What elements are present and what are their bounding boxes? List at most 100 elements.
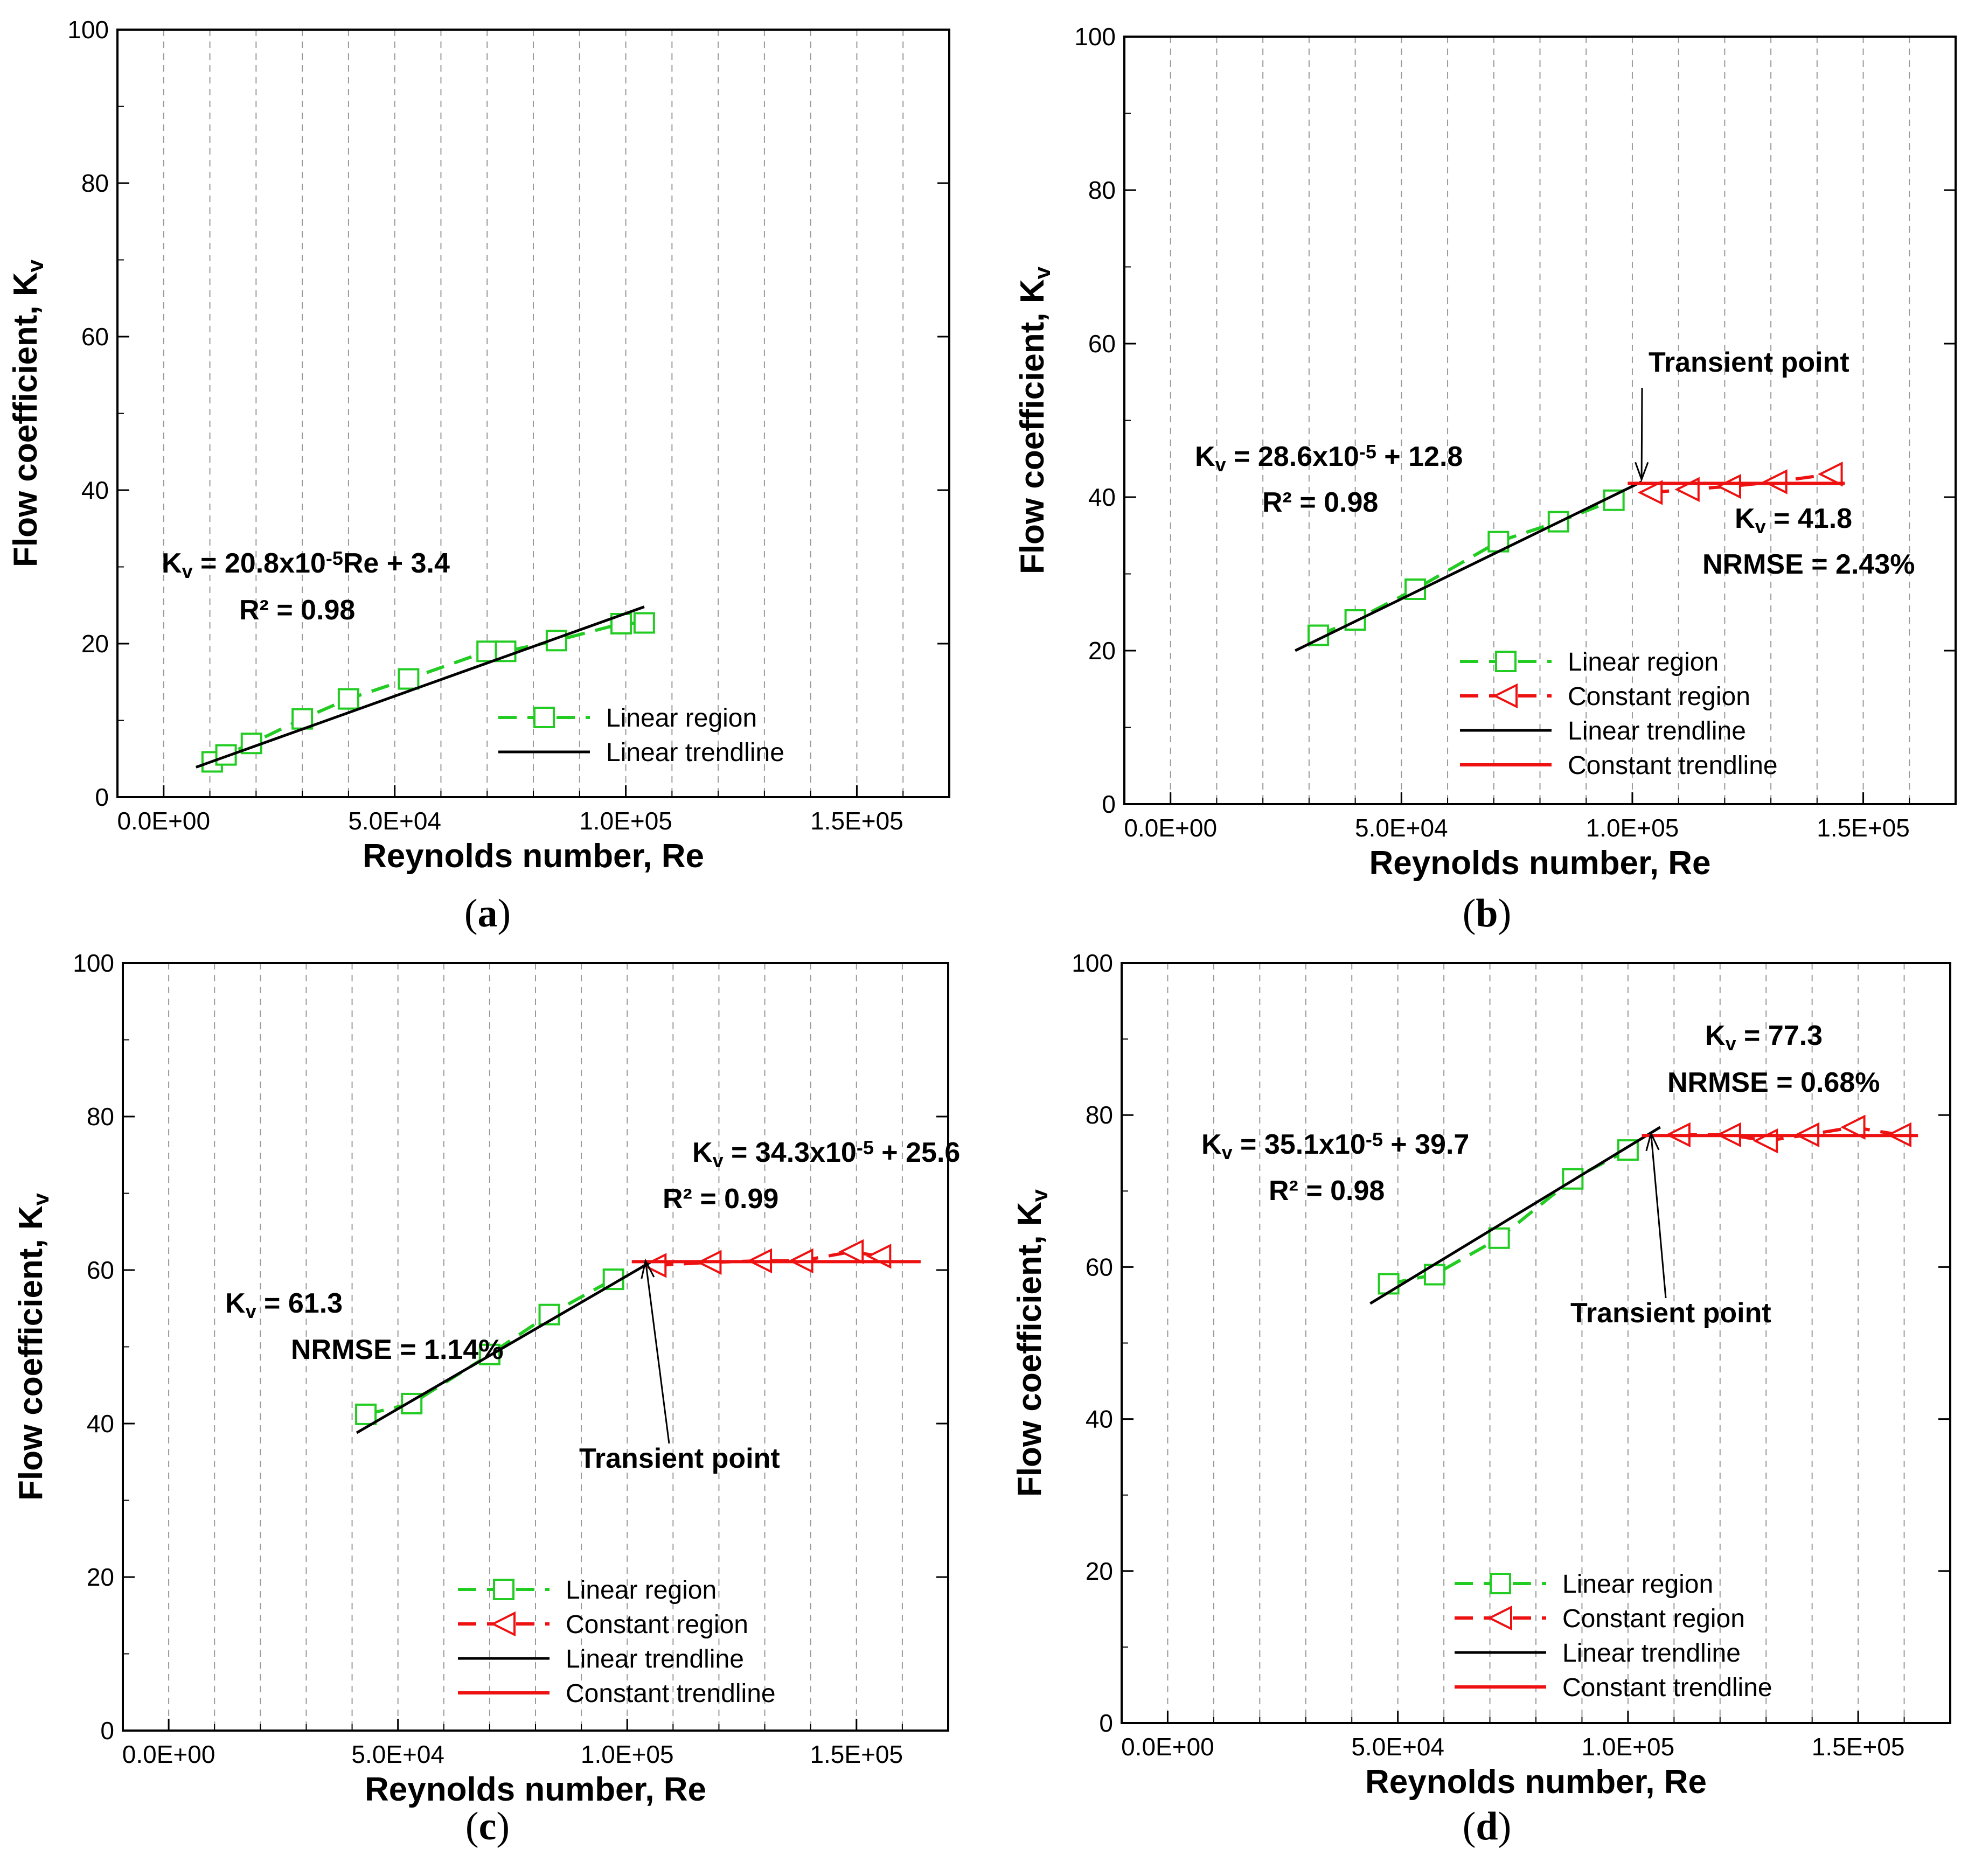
annotation: Kv = 61.3 bbox=[225, 1288, 343, 1322]
y-axis-label: Flow coefficient, Kv bbox=[7, 259, 48, 567]
y-tick-label: 100 bbox=[1074, 23, 1116, 51]
annotation-run: R² = 0.98 bbox=[1269, 1175, 1385, 1207]
legend-label: Constant region bbox=[1562, 1605, 1745, 1633]
data-point bbox=[633, 612, 655, 634]
x-tick-label: 1.5E+05 bbox=[1817, 814, 1910, 842]
annotation: Kv = 77.3 bbox=[1705, 1020, 1823, 1055]
series-linear-trendline bbox=[1369, 1126, 1661, 1305]
legend-label: Linear region bbox=[1562, 1570, 1713, 1599]
annotation-run: K bbox=[1201, 1129, 1222, 1160]
y-axis-label: Flow coefficient, Kv bbox=[12, 1192, 53, 1501]
annotation-run: = 20.8x10 bbox=[193, 548, 326, 579]
x-tick-label: 5.0E+04 bbox=[1355, 814, 1448, 842]
y-tick-label: 80 bbox=[87, 1103, 114, 1131]
panel-caption: (a) bbox=[464, 891, 511, 936]
annotation-run: K bbox=[162, 548, 182, 579]
caption-paren: ) bbox=[496, 1804, 510, 1849]
annotation-run: v bbox=[1222, 1141, 1233, 1163]
caption-letter: a bbox=[478, 891, 498, 936]
annotation-run: K bbox=[1195, 441, 1215, 472]
transient-arrow-head bbox=[1645, 1131, 1660, 1152]
annotation-run: v bbox=[1215, 454, 1226, 476]
annotation-run: NRMSE = 2.43% bbox=[1702, 549, 1915, 580]
chart-panel-b: 0 20 40 60 80 100 0.0E+00 5.0E+04 1.0E+05 1.5E+05… bbox=[1014, 23, 1957, 936]
y-axis-label-sub: v bbox=[1027, 1189, 1052, 1202]
legend-marker bbox=[1490, 1573, 1511, 1594]
legend-label: Linear trendline bbox=[566, 1645, 744, 1673]
x-tick-label: 1.0E+05 bbox=[581, 1740, 674, 1768]
y-axis-label-main: Flow coefficient, K bbox=[1011, 1202, 1048, 1497]
annotation: Kv = 41.8 bbox=[1735, 503, 1852, 538]
y-tick-label: 20 bbox=[81, 630, 109, 658]
legend-marker bbox=[490, 1611, 516, 1637]
legend-label: Linear trendline bbox=[606, 738, 784, 767]
legend: Linear region Constant region Linear trend… bbox=[1460, 648, 1778, 780]
data-point bbox=[1818, 462, 1843, 487]
panel-caption: (b) bbox=[1463, 891, 1511, 936]
annotation-run: Re + 3.4 bbox=[343, 548, 450, 579]
annotation-run: K bbox=[225, 1288, 246, 1319]
caption-paren: ) bbox=[498, 891, 511, 936]
transient-arrow-head bbox=[1635, 462, 1649, 482]
x-axis-label: Reynolds number, Re bbox=[365, 1771, 706, 1808]
legend-label: Linear trendline bbox=[1562, 1639, 1741, 1668]
y-tick-label: 0 bbox=[100, 1717, 114, 1745]
y-axis-label: Flow coefficient, Kv bbox=[1014, 266, 1055, 574]
caption-paren: ) bbox=[1498, 1804, 1512, 1849]
series-linear-region bbox=[355, 1268, 624, 1425]
annotation: Kv = 20.8x10-5Re + 3.4 bbox=[162, 547, 450, 582]
annotation-run: K bbox=[1705, 1020, 1726, 1051]
annotation-run: v bbox=[182, 560, 193, 582]
caption-letter: b bbox=[1476, 891, 1498, 936]
caption-paren: ) bbox=[1498, 891, 1512, 936]
annotation: NRMSE = 1.14% bbox=[291, 1334, 504, 1365]
annotation-run: -5 bbox=[1359, 441, 1376, 463]
legend-label: Constant trendline bbox=[1568, 751, 1778, 780]
x-tick-label: 1.0E+05 bbox=[1586, 814, 1679, 842]
series-line bbox=[356, 1261, 651, 1434]
legend-label: Constant region bbox=[1568, 682, 1750, 711]
y-axis-label-main: Flow coefficient, K bbox=[1014, 279, 1051, 574]
annotation-run: K bbox=[692, 1137, 713, 1168]
x-tick-label: 5.0E+04 bbox=[1351, 1733, 1444, 1761]
legend: Linear region Linear trendline bbox=[498, 704, 784, 767]
x-axis-label: Reynolds number, Re bbox=[1369, 845, 1711, 882]
panel-caption: (d) bbox=[1463, 1804, 1511, 1849]
series-linear-trendline bbox=[1295, 480, 1643, 652]
data-point bbox=[1637, 480, 1663, 505]
y-tick-label: 20 bbox=[1088, 637, 1116, 665]
legend: Linear region Constant region Linear trend… bbox=[1455, 1570, 1772, 1702]
y-axis-label-sub: v bbox=[1030, 266, 1055, 279]
y-axis-label-main: Flow coefficient, K bbox=[7, 272, 44, 567]
legend-marker bbox=[533, 707, 555, 728]
y-tick-label: 80 bbox=[81, 169, 109, 197]
y-tick-label: 40 bbox=[87, 1410, 114, 1438]
annotation-run: = 41.8 bbox=[1766, 503, 1852, 534]
x-tick-label: 5.0E+04 bbox=[348, 807, 441, 835]
annotation: R² = 0.99 bbox=[663, 1183, 778, 1215]
caption-paren: ( bbox=[465, 1804, 479, 1849]
data-point bbox=[1488, 1227, 1510, 1249]
legend-label: Linear region bbox=[566, 1576, 717, 1605]
legend: Linear region Constant region Linear trend… bbox=[458, 1576, 776, 1708]
legend-marker bbox=[1487, 1605, 1512, 1631]
chart-panel-c: 0 20 40 60 80 100 0.0E+00 5.0E+04 1.0E+05 1.5E+05… bbox=[12, 949, 960, 1849]
chart-panel-d: 0 20 40 60 80 100 0.0E+00 5.0E+04 1.0E+05 1.5E+05… bbox=[1011, 949, 1951, 1849]
annotation: Kv = 28.6x10-5 + 12.8 bbox=[1195, 441, 1463, 476]
legend-label: Constant region bbox=[566, 1610, 748, 1639]
annotation: NRMSE = 0.68% bbox=[1667, 1067, 1880, 1098]
x-tick-label: 1.0E+05 bbox=[1582, 1733, 1675, 1761]
annotation-run: Transient point bbox=[579, 1443, 780, 1474]
annotation: Kv = 35.1x10-5 + 39.7 bbox=[1201, 1128, 1469, 1163]
annotation-run: K bbox=[1735, 503, 1755, 534]
annotation: Transient point bbox=[579, 1443, 780, 1474]
y-axis-label: Flow coefficient, Kv bbox=[1011, 1189, 1052, 1497]
annotation-run: v bbox=[1755, 515, 1766, 538]
x-tick-label: 5.0E+04 bbox=[351, 1740, 444, 1768]
legend-label: Linear trendline bbox=[1568, 717, 1746, 745]
x-tick-label: 1.5E+05 bbox=[1812, 1733, 1905, 1761]
transient-arrow-line bbox=[644, 1260, 670, 1444]
data-point bbox=[1840, 1114, 1866, 1140]
data-point bbox=[398, 668, 420, 690]
annotation-run: + 39.7 bbox=[1383, 1129, 1469, 1160]
